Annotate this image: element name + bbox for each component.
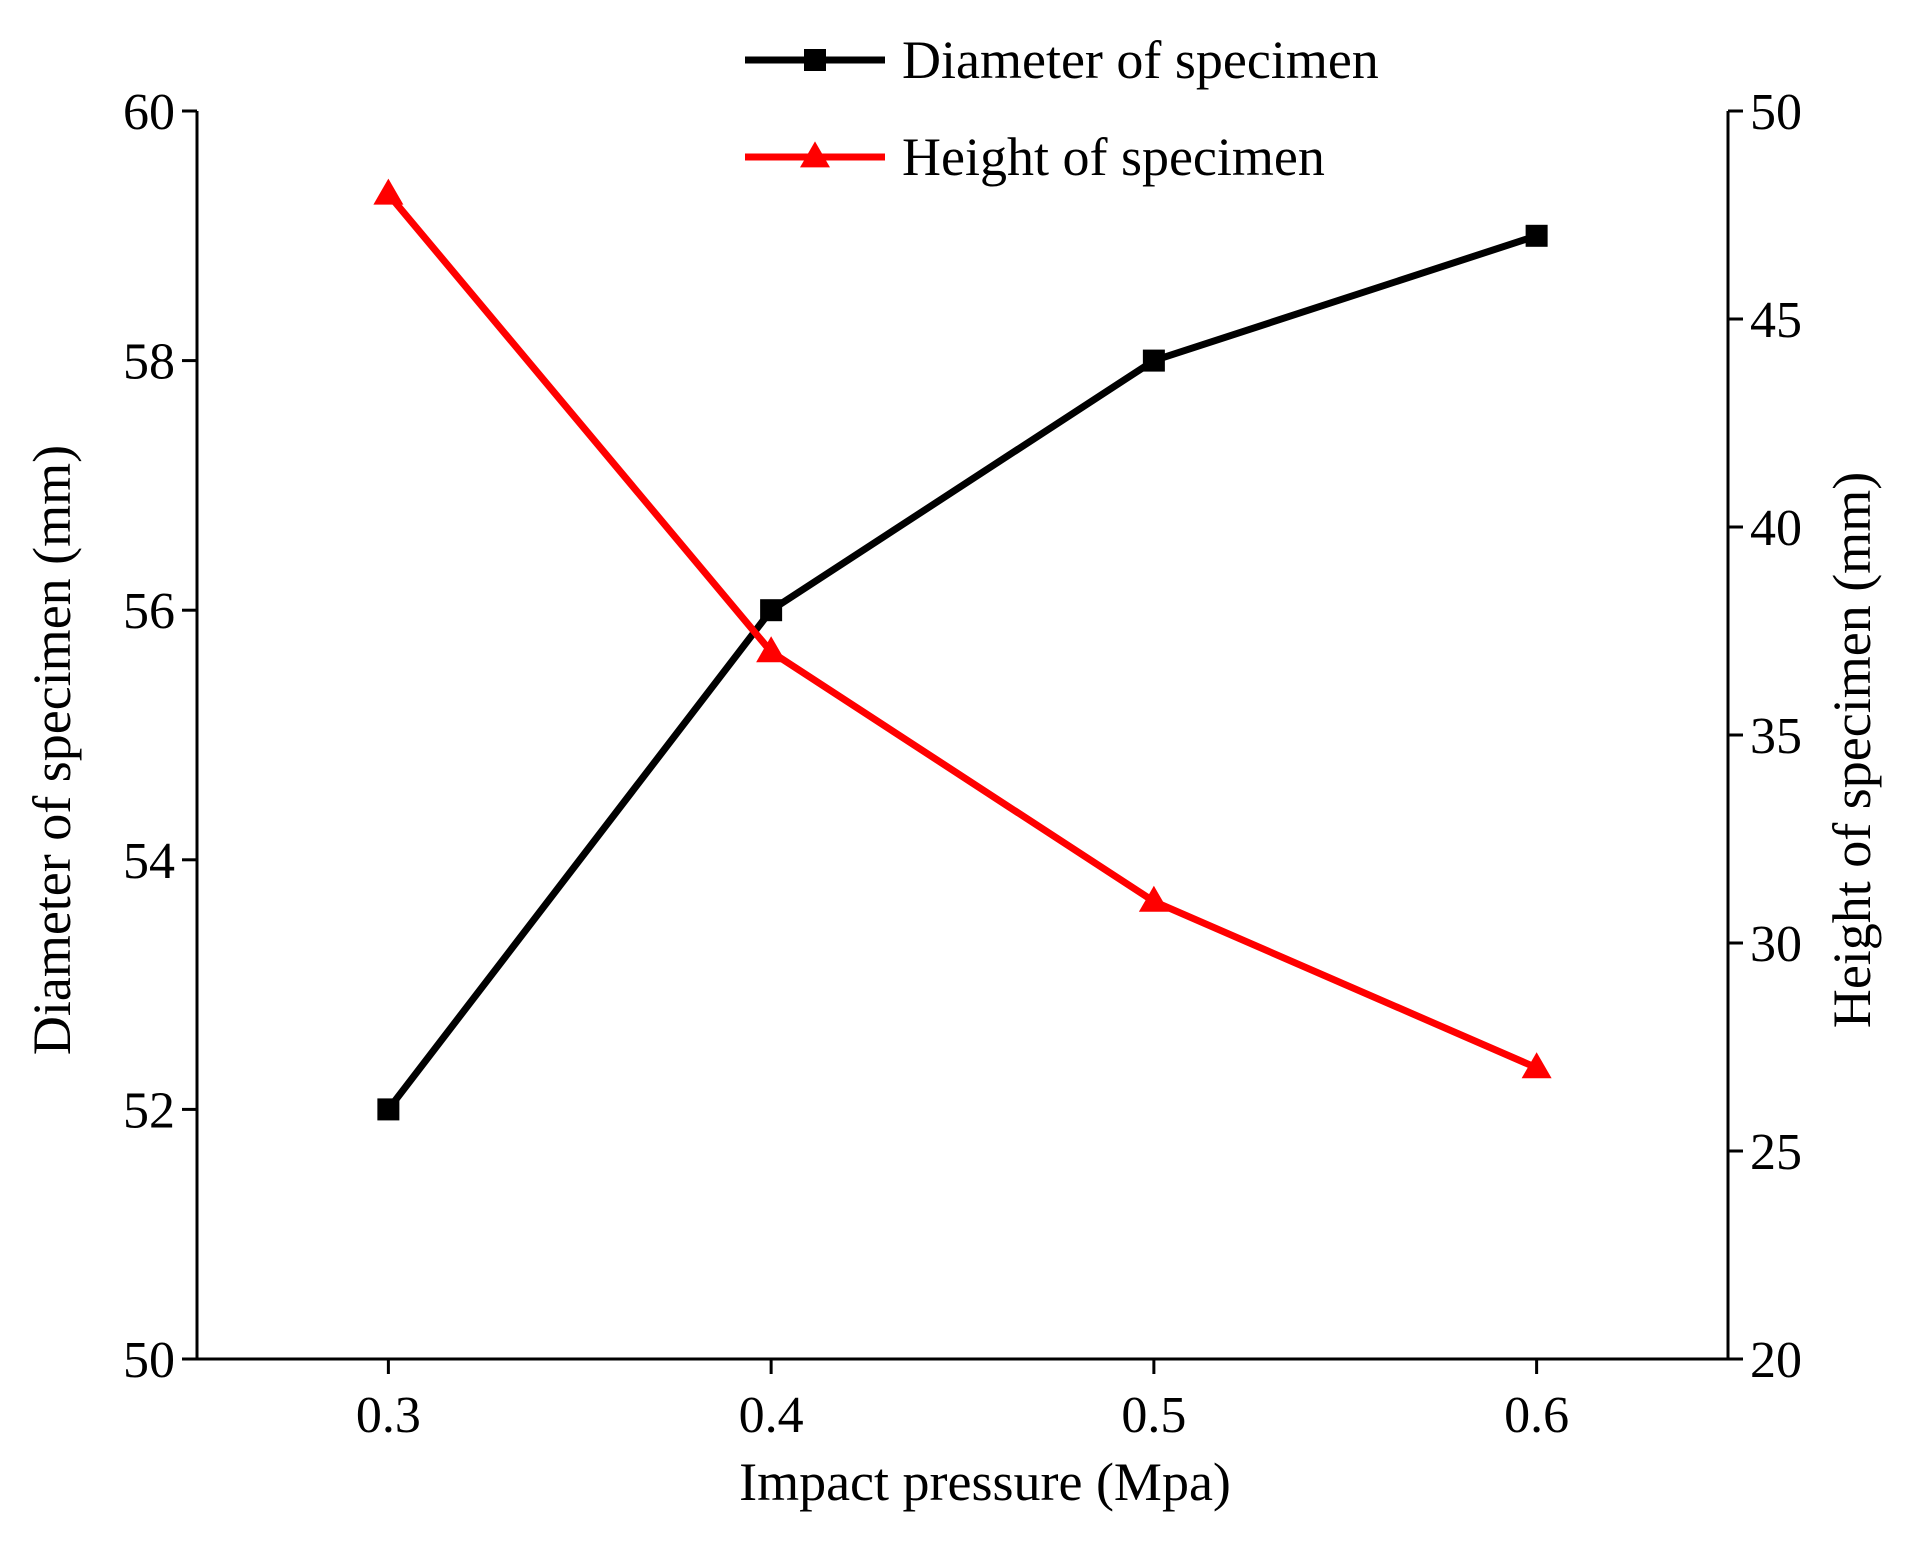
y-left-axis-title: Diameter of specimen (mm) xyxy=(22,445,82,1055)
height-data-point xyxy=(373,178,404,205)
legend-diameter-label: Diameter of specimen xyxy=(902,30,1379,90)
height-data-point xyxy=(756,636,787,663)
axes xyxy=(195,111,1730,1361)
x-tick-label: 0.4 xyxy=(739,1387,804,1444)
y-right-tick-label: 20 xyxy=(1750,1332,1802,1389)
y-left-tick-label: 52 xyxy=(123,1082,175,1139)
height-data-point xyxy=(1138,885,1169,912)
legend-height-marker xyxy=(800,141,830,168)
legend-height-label: Height of specimen xyxy=(902,127,1325,187)
y-right-tick-label: 50 xyxy=(1750,84,1802,141)
y-right-tick-label: 40 xyxy=(1750,500,1802,557)
y-right-tick-label: 35 xyxy=(1750,708,1802,765)
diameter-data-point xyxy=(760,599,783,622)
y-right-tick-label: 25 xyxy=(1750,1124,1802,1181)
diameter-data-point xyxy=(1525,224,1548,247)
y-right-tick-label: 45 xyxy=(1750,292,1802,349)
y-left-tick-label: 56 xyxy=(123,583,175,640)
x-tick-label: 0.5 xyxy=(1121,1387,1186,1444)
y-left-tick-label: 60 xyxy=(123,84,175,141)
y-right-tick-label: 30 xyxy=(1750,916,1802,973)
y-left-tick-label: 50 xyxy=(123,1332,175,1389)
y-left-tick-label: 58 xyxy=(123,334,175,391)
diameter-series-line xyxy=(385,232,1538,1112)
x-axis-title: Impact pressure (Mpa) xyxy=(739,1452,1231,1512)
height-data-point xyxy=(1521,1052,1552,1079)
diameter-data-point xyxy=(1142,349,1165,372)
series-layer xyxy=(373,178,1552,1121)
y-left-tick-label: 54 xyxy=(123,833,175,890)
x-tick-label: 0.6 xyxy=(1504,1387,1569,1444)
y-right-axis-title: Height of specimen (mm) xyxy=(1822,472,1882,1028)
x-tick-label: 0.3 xyxy=(356,1387,421,1444)
legend-diameter-marker xyxy=(804,49,826,71)
diameter-data-point xyxy=(377,1098,400,1121)
height-series-line xyxy=(385,191,1539,1072)
legend: Diameter of specimen Height of specimen xyxy=(745,30,1379,187)
ticks: 50 52 54 56 58 60 20 25 30 35 40 45 50 0.3 0.4 0.5 0.6 xyxy=(123,84,1802,1444)
